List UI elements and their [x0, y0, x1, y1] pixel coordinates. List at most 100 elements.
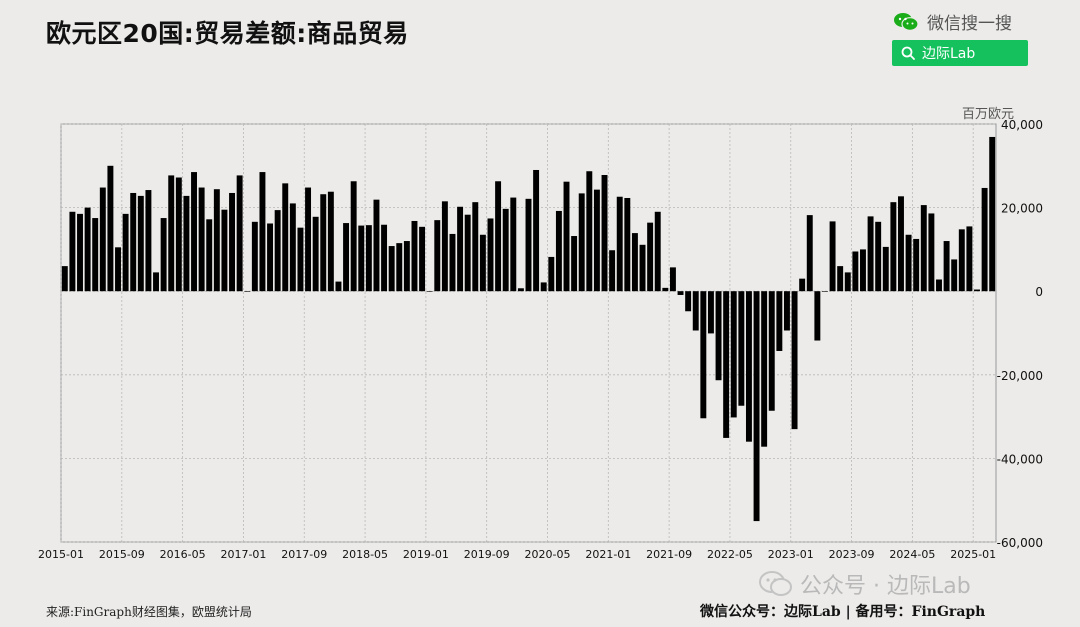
bar	[715, 291, 722, 381]
bar	[320, 194, 327, 292]
bar	[852, 251, 859, 292]
x-tick-label: 2023-01	[768, 548, 814, 561]
bar	[867, 216, 874, 292]
bar	[84, 207, 91, 292]
wechat-search-text: 微信搜一搜	[927, 14, 1012, 34]
bar	[403, 241, 410, 292]
x-tick-label: 2019-01	[403, 548, 449, 561]
wechat-watermark-icon	[759, 571, 792, 596]
bar	[69, 211, 76, 292]
bar	[251, 221, 258, 292]
bar	[289, 203, 296, 292]
search-icon	[901, 46, 915, 60]
x-tick-label: 2021-09	[646, 548, 692, 561]
bar	[145, 190, 152, 292]
bar	[221, 209, 228, 292]
bar	[525, 198, 532, 292]
bar	[191, 172, 197, 292]
bar	[358, 225, 365, 292]
bar	[860, 249, 866, 292]
bar	[183, 195, 190, 292]
bar	[898, 196, 904, 292]
bar	[312, 216, 319, 292]
watermark: 公众号 · 边际Lab	[758, 568, 971, 600]
bar	[555, 210, 562, 292]
bar	[783, 291, 790, 331]
bar	[951, 259, 958, 292]
bar	[928, 213, 935, 292]
y-tick-label: 20,000	[1001, 202, 1043, 216]
x-tick-label: 2018-05	[342, 548, 388, 561]
y-tick-label: -60,000	[997, 536, 1043, 550]
bar	[472, 202, 479, 292]
bar	[639, 244, 646, 292]
bar	[844, 272, 851, 292]
bar	[495, 181, 502, 292]
bar	[533, 169, 540, 292]
bar	[274, 210, 281, 292]
x-tick-label: 2017-01	[220, 548, 266, 561]
bar	[137, 195, 144, 292]
bar	[936, 279, 942, 292]
bar	[510, 197, 517, 292]
bar	[213, 189, 220, 292]
x-tick-label: 2023-09	[829, 548, 875, 561]
bar	[115, 247, 121, 292]
bar	[77, 213, 83, 292]
bar	[920, 205, 927, 292]
bar	[571, 236, 578, 292]
bar	[350, 181, 357, 292]
bar	[609, 250, 616, 292]
bar	[616, 196, 623, 292]
bar	[806, 215, 813, 292]
bar	[730, 291, 737, 418]
y-tick-label: -20,000	[997, 369, 1043, 383]
bar	[601, 174, 608, 292]
bar	[229, 192, 236, 292]
bar	[966, 226, 973, 292]
bar	[578, 193, 585, 292]
bar	[768, 291, 775, 411]
bar	[738, 291, 745, 406]
bar	[814, 291, 821, 341]
bar	[821, 291, 828, 292]
bar	[153, 272, 159, 292]
bar	[160, 218, 167, 292]
bar	[259, 172, 266, 292]
bar	[776, 291, 783, 351]
bar	[669, 267, 676, 292]
bar	[236, 175, 243, 292]
bar	[411, 220, 418, 292]
bar	[677, 291, 684, 295]
bar	[958, 229, 965, 292]
bar	[419, 226, 426, 292]
bar	[305, 187, 312, 292]
bar	[434, 220, 441, 292]
bar	[396, 243, 403, 292]
search-button[interactable]: 边际Lab	[892, 40, 1028, 66]
bar	[168, 175, 175, 292]
x-tick-label: 2025-01	[950, 548, 996, 561]
bar	[943, 241, 950, 292]
watermark-text: 公众号 · 边际Lab	[800, 574, 971, 599]
bar	[441, 201, 448, 292]
bar	[464, 214, 471, 292]
bar	[457, 206, 464, 292]
bar	[61, 266, 68, 292]
bar	[479, 234, 486, 292]
bar	[426, 291, 433, 292]
bar	[890, 202, 897, 292]
bar	[685, 291, 692, 312]
bar	[548, 256, 555, 292]
bar	[791, 291, 798, 430]
bar	[365, 225, 372, 292]
bar	[540, 282, 547, 292]
bar	[373, 199, 380, 292]
x-tick-label: 2020-05	[525, 548, 571, 561]
bar	[799, 278, 806, 292]
bar	[175, 177, 182, 292]
bar	[692, 291, 699, 331]
bar	[837, 266, 844, 292]
wechat-search-label[interactable]: 微信搜一搜	[893, 9, 1012, 34]
bar	[267, 223, 274, 292]
